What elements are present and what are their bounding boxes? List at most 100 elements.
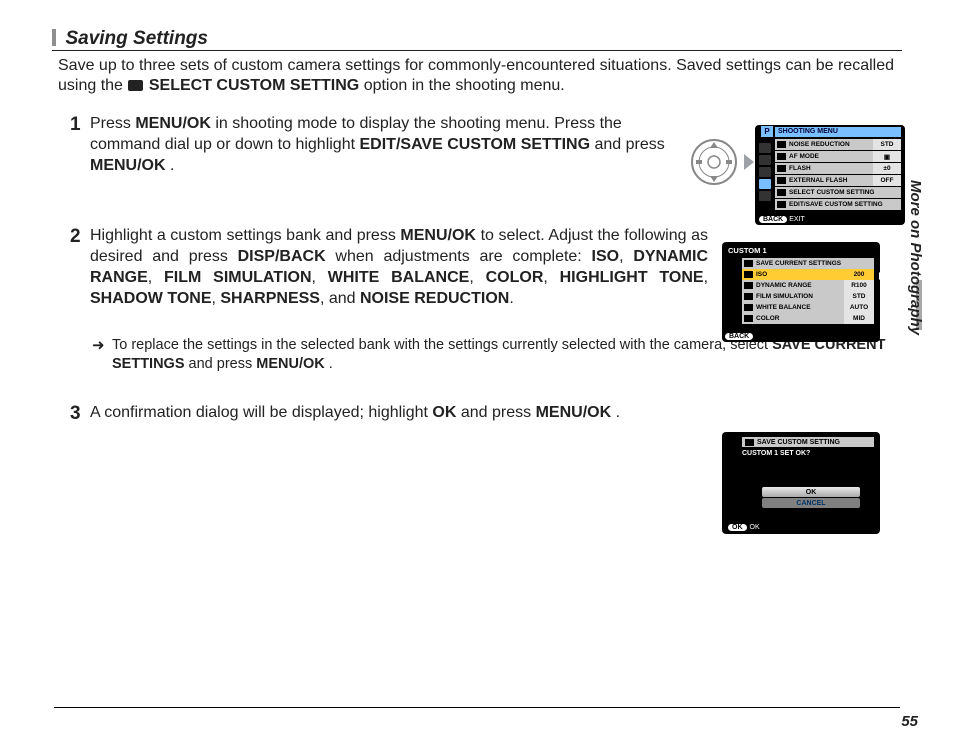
heading-rule: [52, 50, 902, 51]
lcd-confirmation-dialog: SAVE CUSTOM SETTING CUSTOM 1 SET OK? OK …: [722, 432, 880, 534]
s2-hl: HIGHLIGHT TONE: [560, 269, 704, 286]
s2-end: .: [509, 290, 513, 307]
row-value: AUTO: [844, 302, 874, 313]
s2-sh: SHADOW TONE: [90, 290, 211, 307]
row-label: SAVE CURRENT SETTINGS: [756, 260, 841, 267]
s3-ok: OK: [432, 404, 456, 421]
lcd2-rows: SAVE CURRENT SETTINGS ISO 200 DYNAMIC RAN…: [742, 258, 874, 324]
s3-c: and press: [461, 404, 536, 421]
row-label: EDIT/SAVE CUSTOM SETTING: [789, 201, 883, 208]
note-d: MENU/OK: [256, 356, 324, 372]
step1-menu-ok: MENU/OK: [135, 115, 211, 132]
note-c: and press: [189, 356, 257, 372]
lcd1-footer: BACK EXIT: [759, 216, 805, 223]
step-number: 3: [70, 403, 81, 425]
row-value: ▣: [873, 151, 901, 162]
row-value: STD: [844, 291, 874, 302]
lcd3-question: CUSTOM 1 SET OK?: [742, 450, 810, 457]
lcd1-left-tabs: [759, 143, 771, 201]
lcd3-buttons: OK CANCEL: [762, 487, 860, 508]
s2-wb: WHITE BALANCE: [328, 269, 470, 286]
lcd2-row: FILM SIMULATION STD: [742, 291, 874, 302]
row-label: WHITE BALANCE: [756, 304, 811, 311]
step-3: 3 A confirmation dialog will be displaye…: [70, 403, 912, 424]
lcd3-title: SAVE CUSTOM SETTING: [757, 439, 840, 446]
foot-pill: BACK: [759, 216, 787, 223]
custom-select-icon: [128, 80, 143, 91]
intro-paragraph: Save up to three sets of custom camera s…: [58, 56, 898, 97]
row-label: EXTERNAL FLASH: [789, 177, 847, 184]
s2-color: COLOR: [486, 269, 544, 286]
lcd2-title: CUSTOM 1: [728, 246, 767, 255]
row-label: FLASH: [789, 165, 811, 172]
note-a: To replace the settings in the selected …: [112, 337, 772, 353]
intro-text-b: option in the shooting menu.: [364, 77, 565, 94]
lcd2-row: WHITE BALANCE AUTO: [742, 302, 874, 313]
s2-a: Highlight a custom settings bank and pre…: [90, 227, 400, 244]
step-number: 1: [70, 114, 81, 136]
command-dial-illustration: [690, 138, 754, 186]
heading-accent-bar: [52, 29, 56, 46]
lcd-shooting-menu: P SHOOTING MENU NOISE REDUCTION STD AF MO…: [755, 125, 905, 225]
lcd1-row: AF MODE ▣: [775, 151, 901, 163]
foot-pill: OK: [728, 524, 747, 531]
dial-icon: [690, 138, 738, 186]
s2-film: FILM SIMULATION: [164, 269, 311, 286]
row-label: AF MODE: [789, 153, 819, 160]
step1-option: EDIT/SAVE CUSTOM SETTING: [360, 136, 591, 153]
row-value: ±0: [873, 163, 901, 174]
row-label: NOISE REDUCTION: [789, 141, 850, 148]
s3-e: .: [616, 404, 620, 421]
s2-iso: ISO: [592, 248, 620, 265]
foot-label: OK: [750, 524, 760, 531]
lcd1-title: SHOOTING MENU: [775, 127, 901, 137]
s2-e: when adjustments are complete:: [335, 248, 591, 265]
lcd-custom-bank: CUSTOM 1 SAVE CURRENT SETTINGS ISO 200 DY…: [722, 242, 880, 342]
row-label: FILM SIMULATION: [756, 293, 813, 300]
row-label: SELECT CUSTOM SETTING: [789, 189, 874, 196]
lcd2-footer: BACK: [725, 333, 753, 340]
row-label: ISO: [756, 271, 767, 278]
lcd1-row: EXTERNAL FLASH OFF: [775, 175, 901, 187]
row-value: R100: [844, 280, 874, 291]
s3-menu-ok: MENU/OK: [536, 404, 612, 421]
lcd2-row: COLOR MID: [742, 313, 874, 324]
lcd1-row: FLASH ±0: [775, 163, 901, 175]
lcd2-row-highlighted: ISO 200: [742, 269, 874, 280]
note-e: .: [329, 356, 333, 372]
row-value: OFF: [873, 175, 901, 186]
page-number: 55: [901, 713, 918, 730]
s2-disp-back: DISP/BACK: [238, 248, 326, 265]
step1-text-e: and press: [595, 136, 665, 153]
s3-a: A confirmation dialog will be displayed;…: [90, 404, 432, 421]
step1-menu-ok-2: MENU/OK: [90, 157, 166, 174]
row-value: MID: [844, 313, 874, 324]
step1-text-g: .: [170, 157, 174, 174]
row-label: DYNAMIC RANGE: [756, 282, 812, 289]
s2-nr: NOISE REDUCTION: [360, 290, 509, 307]
lcd3-ok-button[interactable]: OK: [762, 487, 860, 497]
s2-and: , and: [320, 290, 360, 307]
footer-rule: [54, 707, 900, 708]
row-value: 200: [844, 269, 874, 280]
mode-indicator: P: [761, 126, 773, 137]
lcd1-row-highlighted: EDIT/SAVE CUSTOM SETTING: [775, 199, 901, 211]
lcd3-title-row: SAVE CUSTOM SETTING: [742, 437, 874, 447]
lcd3-cancel-button[interactable]: CANCEL: [762, 498, 860, 508]
s2-sharp: SHARPNESS: [220, 290, 320, 307]
s2-menu-ok: MENU/OK: [400, 227, 476, 244]
lcd1-row: SELECT CUSTOM SETTING: [775, 187, 901, 199]
lcd2-row: DYNAMIC RANGE R100: [742, 280, 874, 291]
manual-page: Saving Settings Save up to three sets of…: [0, 0, 954, 748]
section-label: More on Photography: [907, 180, 924, 335]
lcd1-rows: NOISE REDUCTION STD AF MODE ▣ FLASH ±0 EXTE…: [775, 139, 901, 211]
foot-label: EXIT: [789, 216, 805, 223]
step-number: 2: [70, 226, 81, 248]
row-label: COLOR: [756, 315, 779, 322]
section-heading: Saving Settings: [52, 28, 902, 50]
row-value: STD: [873, 139, 901, 150]
lcd3-footer: OK OK: [728, 524, 760, 531]
lcd2-scroll-arrow-icon: [879, 272, 884, 280]
heading-title: Saving Settings: [65, 28, 208, 49]
foot-pill: BACK: [725, 333, 753, 340]
